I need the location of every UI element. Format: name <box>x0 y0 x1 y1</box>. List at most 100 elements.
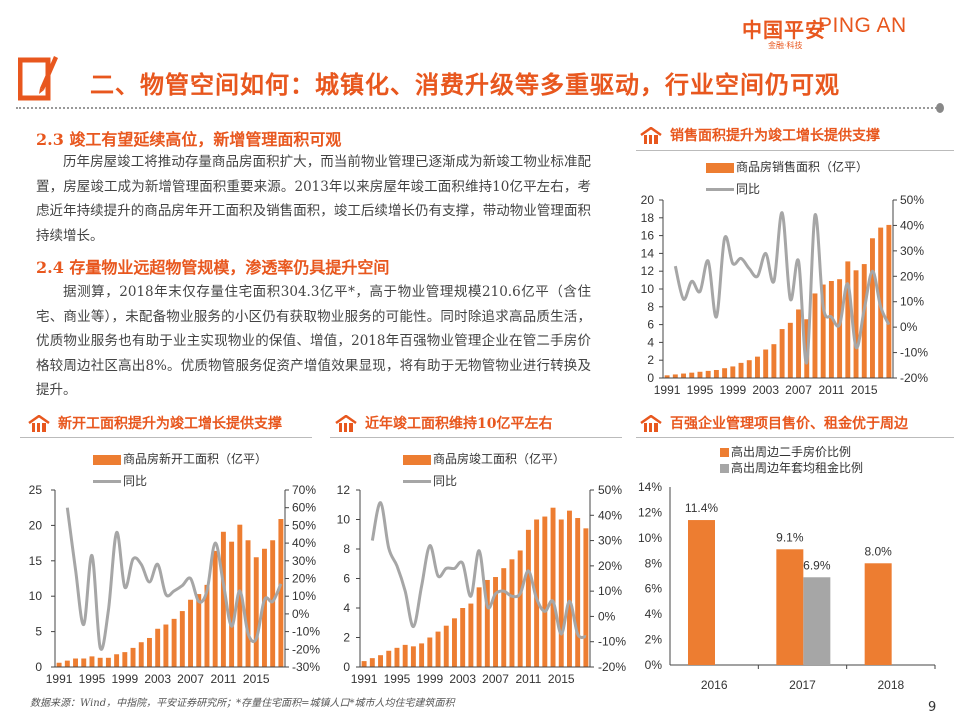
bar-1995 <box>394 647 400 667</box>
legend-gray: 高出周边年套均租金比例 <box>720 459 863 476</box>
bar-2011 <box>220 531 226 667</box>
bar-2017-1 <box>803 577 831 665</box>
yoy-line <box>65 507 283 651</box>
bar-1999 <box>122 652 128 667</box>
left-tick-label: 20 <box>29 518 43 532</box>
legend-line: 同比 <box>93 472 147 489</box>
bar-1993 <box>378 655 383 667</box>
bar-2012 <box>229 541 235 667</box>
chart-title-text: 销售面积提升为竣工增长提供支撑 <box>670 128 880 144</box>
left-tick-label: 4 <box>647 335 654 349</box>
bar-2008 <box>501 568 507 667</box>
chart-title-text: 百强企业管理项目售价、租金优于周边 <box>670 416 908 432</box>
x-tick-label: 1995 <box>79 672 106 686</box>
bar-1991 <box>361 661 367 667</box>
right-tick-label: -20% <box>292 642 320 656</box>
yoy-line <box>673 211 891 365</box>
bar-1998 <box>722 368 728 378</box>
left-tick-label: 12 <box>337 483 351 497</box>
bar-2014 <box>853 270 859 378</box>
y-tick-label: 8% <box>645 556 663 570</box>
right-tick-label: 50% <box>598 483 622 497</box>
x-tick-label: 2018 <box>877 678 904 692</box>
left-tick-label: 12 <box>641 264 655 278</box>
y-tick-label: 4% <box>645 607 663 621</box>
bar-2015 <box>861 264 867 378</box>
section-body-2-3: 历年房屋竣工将推动存量商品房面积扩大，而当前物业管理已逐渐成为新竣工物业标准配置… <box>36 154 591 244</box>
x-tick-label: 2011 <box>210 672 236 686</box>
right-tick-label: 70% <box>292 483 316 497</box>
bar-2017 <box>270 540 276 667</box>
bar-2001 <box>138 642 144 667</box>
chart-title-underline <box>20 437 312 438</box>
bar-2015 <box>558 519 564 667</box>
bar-1997 <box>105 657 111 667</box>
right-tick-label: 10% <box>598 584 622 598</box>
x-tick-label: 2003 <box>449 672 476 686</box>
left-tick-label: 2 <box>647 353 654 367</box>
left-tick-label: 0 <box>343 660 350 674</box>
bar-2003 <box>460 608 466 667</box>
bar-1991 <box>56 662 62 667</box>
bar-2012 <box>837 279 843 378</box>
bar-2009 <box>204 584 210 667</box>
bar-1995 <box>697 371 703 378</box>
bar-2008 <box>196 594 202 667</box>
bar-2012 <box>534 519 540 667</box>
legend-label: 商品房竣工面积（亿平） <box>433 452 566 466</box>
bar-1998 <box>114 654 120 667</box>
x-tick-label: 1995 <box>687 383 714 397</box>
bar-2017 <box>575 518 581 667</box>
right-tick-label: -10% <box>598 635 626 649</box>
bar-2009 <box>812 293 818 378</box>
bar-2001 <box>746 360 752 378</box>
bar-2018 <box>886 224 892 378</box>
bar-2016 <box>567 510 572 667</box>
left-tick-label: 8 <box>647 300 654 314</box>
right-tick-label: 40% <box>900 218 924 232</box>
left-tick-label: 6 <box>647 318 654 332</box>
bar-2010 <box>212 550 218 667</box>
bar-1996 <box>705 370 711 378</box>
x-tick-label: 2015 <box>243 672 270 686</box>
left-tick-label: 8 <box>343 542 350 556</box>
bar-1992 <box>64 660 70 667</box>
legend-label: 同比 <box>123 474 148 488</box>
right-tick-label: 10% <box>900 295 924 309</box>
data-label: 6.9% <box>803 558 831 572</box>
bar-1992 <box>672 374 678 378</box>
bar-1994 <box>689 372 695 378</box>
bar-2006 <box>787 322 793 378</box>
y-tick-label: 14% <box>638 480 662 494</box>
left-tick-label: 20 <box>641 193 655 207</box>
chart-title-underline <box>636 150 954 151</box>
bar-2002 <box>755 356 760 378</box>
left-tick-label: 25 <box>29 483 43 497</box>
data-label: 9.1% <box>776 530 804 544</box>
house-icon <box>640 415 662 432</box>
legend-bar: 商品房新开工面积（亿平） <box>93 450 267 467</box>
right-tick-label: -20% <box>900 371 928 385</box>
legend-label: 同比 <box>736 182 761 196</box>
bar-1991 <box>664 375 670 378</box>
x-tick-label: 2015 <box>548 672 575 686</box>
chart-title-new-starts: 新开工面积提升为竣工增长提供支撑 <box>28 413 282 433</box>
x-tick-label: 1995 <box>384 672 411 686</box>
bar-2003 <box>763 349 769 378</box>
legend-label: 高出周边二手房价比例 <box>731 445 852 459</box>
page-number: 9 <box>928 700 937 715</box>
left-tick-label: 2 <box>343 631 350 645</box>
bar-1999 <box>730 366 736 378</box>
x-tick-label: 2007 <box>785 383 812 397</box>
bar-2010 <box>517 550 523 667</box>
bar-2018 <box>278 519 284 667</box>
left-tick-label: 10 <box>641 282 655 296</box>
right-tick-label: 20% <box>292 572 316 586</box>
y-tick-label: 2% <box>645 633 663 647</box>
bar-2015 <box>253 557 259 667</box>
bar-1995 <box>89 656 95 667</box>
house-icon <box>640 127 662 144</box>
right-tick-label: 30% <box>292 554 316 568</box>
chart-title-text: 近年竣工面积维持10亿平左右 <box>365 416 553 432</box>
divider-end-dot <box>936 103 944 113</box>
